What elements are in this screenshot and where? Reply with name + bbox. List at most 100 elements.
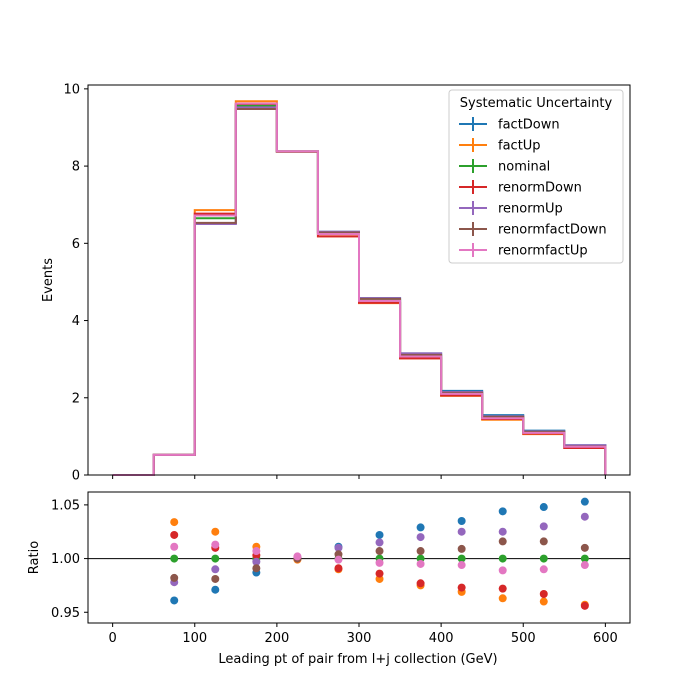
ratio-point bbox=[498, 537, 507, 546]
legend-item-factUp: factUp bbox=[459, 138, 541, 154]
legend: Systematic Uncertainty factDown factUp nom… bbox=[448, 89, 624, 264]
ratio-point bbox=[170, 518, 179, 527]
main-y-tick-label: 2 bbox=[72, 391, 80, 406]
ratio-point bbox=[252, 564, 261, 573]
ratio-point bbox=[170, 530, 179, 539]
ratio-y-tick-label: 1.00 bbox=[51, 552, 80, 567]
ratio-point bbox=[539, 522, 548, 531]
ratio-point bbox=[416, 547, 425, 556]
histogram-line-renormfactUp bbox=[112, 102, 607, 476]
x-tick-label: 500 bbox=[511, 631, 536, 646]
ratio-point bbox=[211, 527, 220, 536]
x-tick-label: 300 bbox=[347, 631, 372, 646]
ratio-series-renormfactDown bbox=[170, 537, 589, 583]
ratio-point bbox=[211, 585, 220, 594]
ratio-point bbox=[580, 601, 589, 610]
ratio-point bbox=[539, 597, 548, 606]
x-tick-label: 400 bbox=[429, 631, 454, 646]
ratio-point bbox=[375, 530, 384, 539]
ratio-point bbox=[416, 533, 425, 542]
ratio-point bbox=[375, 538, 384, 547]
ratio-point bbox=[334, 543, 343, 552]
legend-item-renormDown: renormDown bbox=[459, 180, 582, 196]
ratio-point bbox=[211, 540, 220, 549]
ratio-point bbox=[293, 552, 302, 561]
main-y-tick-label: 6 bbox=[72, 237, 80, 252]
ratio-y-ticks: 0.95 1.00 1.05 bbox=[51, 498, 88, 621]
legend-label: factDown bbox=[498, 118, 560, 133]
main-y-ticks: 0 2 4 6 8 10 bbox=[63, 82, 88, 484]
ratio-panel: 0 100 200 300 400 500 600 0.95 1.00 1.05 Ratio L… bbox=[27, 491, 631, 667]
ratio-point bbox=[539, 537, 548, 546]
ratio-y-tick-label: 1.05 bbox=[51, 498, 80, 513]
ratio-point bbox=[539, 554, 548, 563]
ratio-point bbox=[416, 523, 425, 532]
legend-label: renormfactDown bbox=[498, 223, 607, 238]
legend-box bbox=[448, 89, 624, 264]
ratio-point bbox=[457, 583, 466, 592]
ratio-y-tick-label: 0.95 bbox=[51, 606, 80, 621]
ratio-point bbox=[416, 579, 425, 588]
x-axis-label: Leading pt of pair from l+j collection (… bbox=[218, 652, 497, 667]
ratio-point bbox=[457, 561, 466, 570]
ratio-point bbox=[539, 590, 548, 599]
ratio-point bbox=[498, 584, 507, 593]
legend-item-factDown: factDown bbox=[459, 117, 560, 133]
main-y-tick-label: 8 bbox=[72, 160, 80, 175]
ratio-point bbox=[334, 564, 343, 573]
legend-item-renormUp: renormUp bbox=[459, 201, 563, 217]
ratio-point bbox=[252, 547, 261, 556]
x-tick-label: 0 bbox=[108, 631, 116, 646]
ratio-point bbox=[211, 574, 220, 583]
ratio-point bbox=[211, 554, 220, 563]
x-tick-label: 100 bbox=[182, 631, 207, 646]
ratio-point bbox=[580, 497, 589, 506]
ratio-point bbox=[457, 516, 466, 525]
ratio-point bbox=[539, 503, 548, 512]
ratio-point bbox=[170, 554, 179, 563]
main-panel: 0 2 4 6 8 10 Events Systematic Uncertainty fa… bbox=[41, 82, 631, 484]
ratio-point bbox=[580, 512, 589, 521]
legend-label: renormDown bbox=[498, 181, 582, 196]
ratio-series-renormUp bbox=[170, 512, 589, 587]
ratio-point bbox=[498, 594, 507, 603]
legend-item-nominal: nominal bbox=[459, 159, 550, 175]
ratio-point bbox=[457, 544, 466, 553]
x-tick-label: 600 bbox=[593, 631, 618, 646]
ratio-point bbox=[580, 554, 589, 563]
ratio-point bbox=[498, 527, 507, 536]
legend-label: factUp bbox=[498, 139, 541, 154]
legend-items: factDown factUp nominal renormDown renormUp r… bbox=[459, 117, 607, 259]
ratio-point bbox=[170, 573, 179, 582]
ratio-point bbox=[457, 527, 466, 536]
ratio-point bbox=[170, 596, 179, 605]
ratio-point bbox=[375, 569, 384, 578]
legend-item-renormfactUp: renormfactUp bbox=[459, 243, 588, 259]
ratio-point bbox=[252, 557, 261, 566]
x-tick-label: 200 bbox=[264, 631, 289, 646]
ratio-point bbox=[498, 566, 507, 575]
ratio-point bbox=[457, 554, 466, 563]
ratio-point bbox=[375, 547, 384, 556]
ratio-series-renormfactUp bbox=[170, 540, 589, 575]
main-y-axis-label: Events bbox=[41, 258, 56, 302]
legend-label: renormUp bbox=[498, 202, 563, 217]
main-y-tick-label: 4 bbox=[72, 314, 80, 329]
ratio-point bbox=[498, 554, 507, 563]
ratio-point bbox=[539, 565, 548, 574]
ratio-point bbox=[498, 507, 507, 516]
main-x-ticks bbox=[112, 475, 606, 479]
ratio-point bbox=[580, 543, 589, 552]
ratio-point bbox=[334, 555, 343, 564]
histogram-series-group bbox=[112, 100, 607, 476]
ratio-point bbox=[170, 542, 179, 551]
ratio-points-group bbox=[170, 497, 589, 610]
ratio-y-axis-label: Ratio bbox=[27, 541, 42, 574]
legend-title: Systematic Uncertainty bbox=[460, 96, 613, 111]
legend-label: renormfactUp bbox=[498, 244, 588, 259]
ratio-point bbox=[375, 558, 384, 567]
main-y-tick-label: 0 bbox=[72, 469, 80, 484]
ratio-x-ticks: 0 100 200 300 400 500 600 bbox=[108, 623, 618, 646]
ratio-point bbox=[211, 565, 220, 574]
main-y-tick-label: 10 bbox=[63, 82, 80, 97]
